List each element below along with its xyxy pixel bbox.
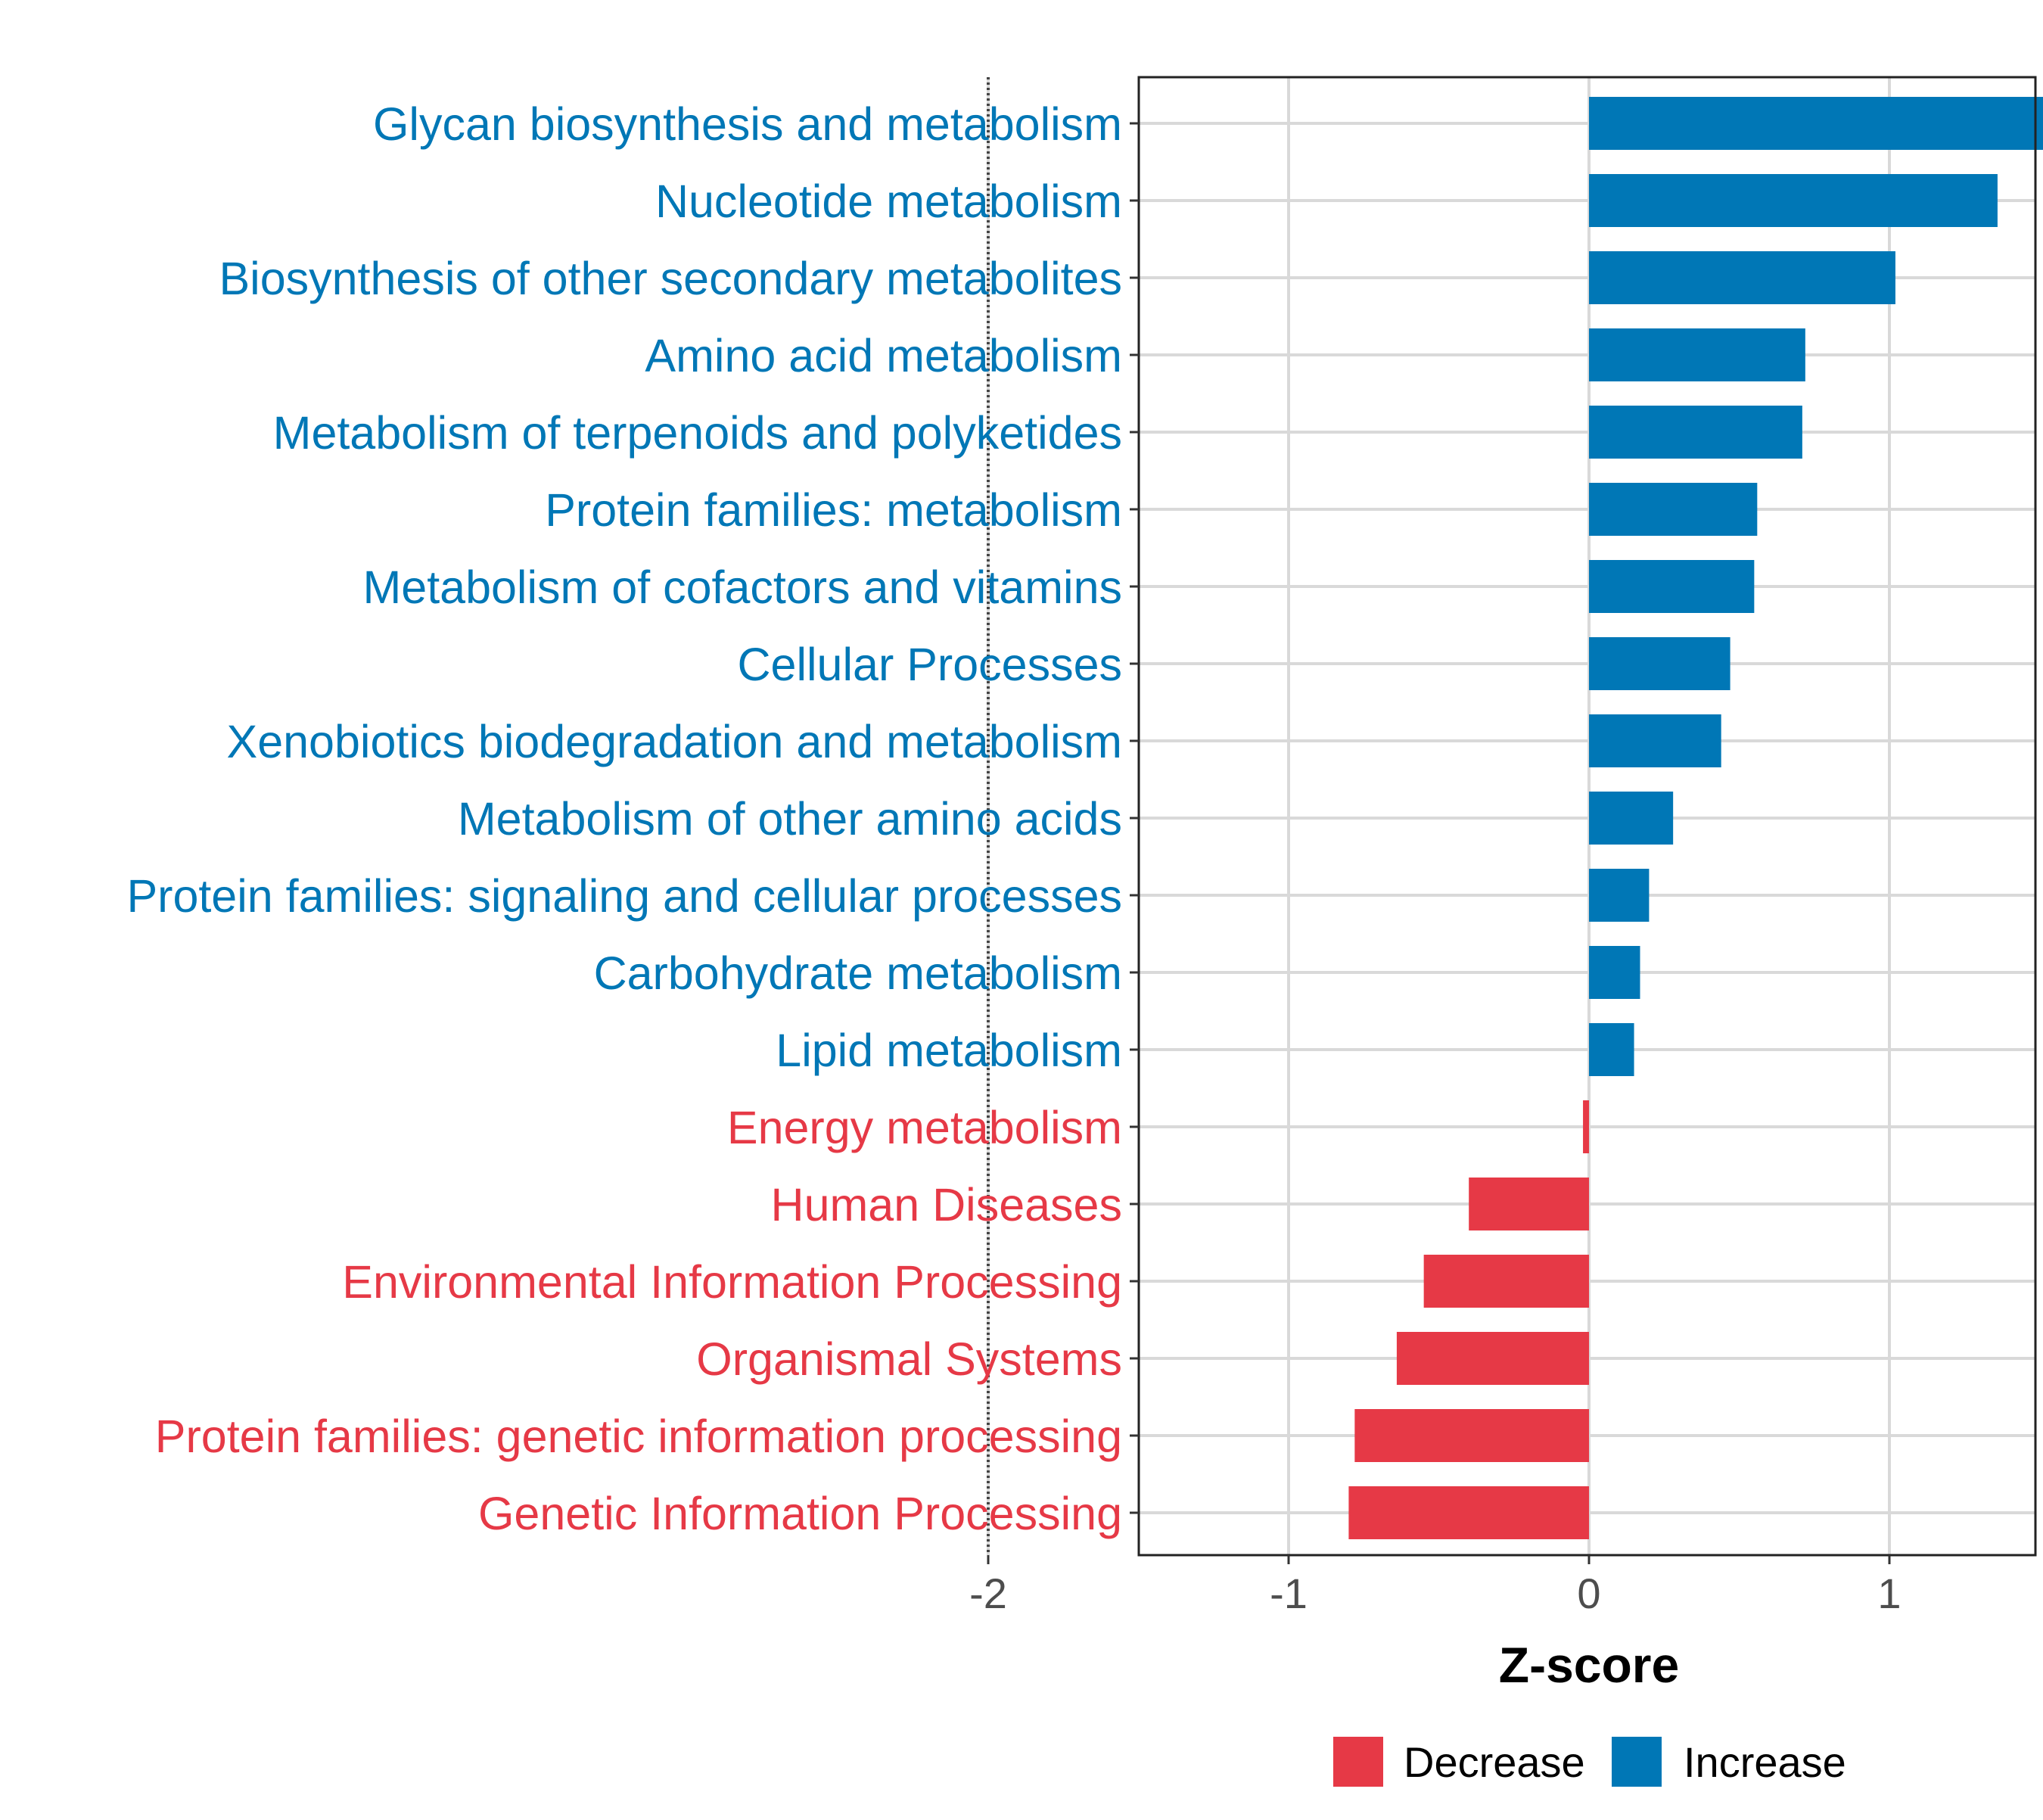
y-tick-label: Protein families: signaling and cellular… bbox=[126, 870, 1122, 922]
x-tick-label: -1 bbox=[1270, 1570, 1308, 1617]
y-tick-label: Energy metabolism bbox=[727, 1102, 1122, 1153]
bar-metabolism-of-terpenoids-and-polyketides bbox=[1589, 406, 1802, 459]
y-tick-label: Protein families: metabolism bbox=[545, 484, 1122, 536]
bar-protein-families-genetic-information-processing bbox=[1354, 1409, 1589, 1462]
bar-nucleotide-metabolism bbox=[1589, 174, 1998, 227]
y-tick-label: Environmental Information Processing bbox=[342, 1256, 1122, 1308]
y-tick-label: Cellular Processes bbox=[737, 639, 1122, 690]
legend-key-decrease bbox=[1333, 1737, 1383, 1787]
bar-carbohydrate-metabolism bbox=[1589, 946, 1640, 999]
legend-label-increase: Increase bbox=[1684, 1738, 1846, 1786]
bar-protein-families-signaling-and-cellular-processes bbox=[1589, 869, 1650, 922]
y-tick-label: Nucleotide metabolism bbox=[655, 176, 1122, 227]
x-axis-ticks bbox=[987, 1555, 1891, 1564]
bar-glycan-biosynthesis-and-metabolism bbox=[1589, 97, 2043, 150]
bar-organismal-systems bbox=[1396, 1332, 1589, 1385]
y-tick-label: Protein families: genetic information pr… bbox=[155, 1411, 1122, 1462]
x-axis-title: Z-score bbox=[1499, 1637, 1679, 1693]
bars bbox=[1348, 97, 2043, 1539]
y-tick-label: Metabolism of cofactors and vitamins bbox=[362, 562, 1122, 613]
y-tick-label: Metabolism of other amino acids bbox=[458, 793, 1122, 845]
bar-cellular-processes bbox=[1589, 637, 1730, 690]
x-tick-label: 1 bbox=[1877, 1570, 1901, 1617]
y-axis-ticks bbox=[1130, 122, 1139, 1514]
bar-lipid-metabolism bbox=[1589, 1023, 1634, 1076]
bar-amino-acid-metabolism bbox=[1589, 328, 1805, 381]
y-tick-label: Metabolism of terpenoids and polyketides bbox=[273, 407, 1122, 459]
y-tick-label: Lipid metabolism bbox=[776, 1025, 1122, 1076]
legend: Decrease Increase bbox=[1333, 1737, 1846, 1787]
bar-metabolism-of-other-amino-acids bbox=[1589, 792, 1674, 845]
bar-xenobiotics-biodegradation-and-metabolism bbox=[1589, 714, 1721, 767]
bar-energy-metabolism bbox=[1583, 1100, 1589, 1153]
bar-biosynthesis-of-other-secondary-metabolites bbox=[1589, 251, 1895, 304]
y-axis-labels: Glycan biosynthesis and metabolism Nucleo… bbox=[126, 98, 1122, 1539]
y-tick-label: Glycan biosynthesis and metabolism bbox=[373, 98, 1122, 150]
bar-environmental-information-processing bbox=[1423, 1255, 1589, 1308]
legend-label-decrease: Decrease bbox=[1404, 1738, 1585, 1786]
x-tick-label: -2 bbox=[969, 1570, 1007, 1617]
y-tick-label: Human Diseases bbox=[771, 1179, 1122, 1230]
plot-panel-border bbox=[1137, 76, 2037, 1557]
y-tick-label: Organismal Systems bbox=[696, 1333, 1122, 1385]
y-tick-label: Carbohydrate metabolism bbox=[594, 947, 1122, 999]
y-tick-label: Genetic Information Processing bbox=[478, 1488, 1122, 1539]
y-tick-label: Biosynthesis of other secondary metaboli… bbox=[219, 253, 1122, 304]
bar-protein-families-metabolism bbox=[1589, 483, 1758, 536]
x-axis-tick-labels: -2-1012 bbox=[969, 1570, 1901, 1617]
y-tick-label: Amino acid metabolism bbox=[645, 330, 1122, 381]
legend-key-increase bbox=[1612, 1737, 1662, 1787]
bar-metabolism-of-cofactors-and-vitamins bbox=[1589, 560, 1755, 613]
bar-genetic-information-processing bbox=[1348, 1486, 1589, 1539]
x-tick-label: 0 bbox=[1577, 1570, 1600, 1617]
bar-human-diseases bbox=[1469, 1178, 1589, 1230]
y-tick-label: Xenobiotics biodegradation and metabolis… bbox=[227, 716, 1122, 767]
